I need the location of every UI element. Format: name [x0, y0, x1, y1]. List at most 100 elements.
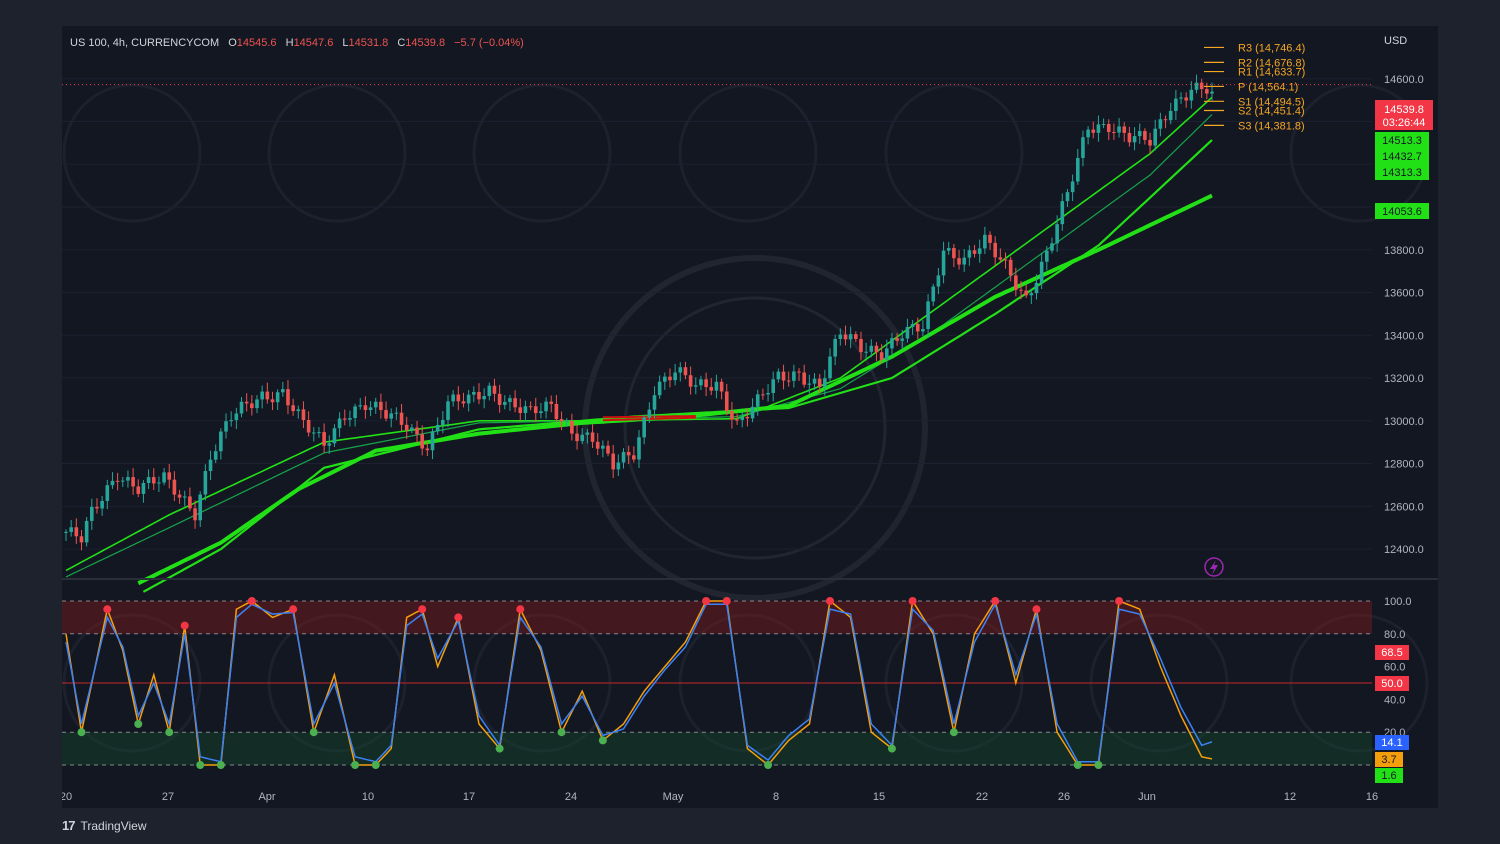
candle-body — [673, 372, 677, 381]
candle — [595, 433, 600, 456]
candle-body — [704, 379, 708, 388]
candle-body — [317, 432, 321, 434]
candle — [337, 412, 342, 438]
price-tick-label: 12600.0 — [1384, 501, 1424, 513]
candle-body — [353, 406, 357, 419]
candle — [1003, 252, 1008, 269]
candle-body — [198, 494, 203, 521]
candle — [1096, 115, 1101, 142]
candle — [652, 386, 657, 419]
candle-body — [1127, 132, 1132, 143]
ma3-badge — [1375, 164, 1429, 180]
candle-body — [136, 486, 141, 494]
cross-dot — [454, 613, 463, 622]
candle-body — [337, 418, 342, 429]
candle-body — [1075, 157, 1080, 182]
lightning-icon[interactable] — [1204, 557, 1224, 577]
candle-body — [890, 338, 894, 349]
candle — [528, 401, 533, 411]
tradingview-logo-icon[interactable]: 17 — [62, 818, 76, 833]
candle — [255, 395, 259, 414]
candle — [441, 411, 445, 434]
candle — [874, 342, 879, 362]
chart-svg[interactable]: R3 (14,746.4) R2 (14,676.8)R1 (14,633.7) P… — [60, 26, 1438, 808]
candle-body — [797, 371, 801, 373]
candle — [363, 396, 368, 419]
candle — [761, 388, 765, 400]
candle-body — [131, 477, 135, 487]
candle — [781, 364, 786, 390]
candles[interactable] — [64, 74, 1214, 551]
price-tick-label: 14600.0 — [1384, 74, 1424, 86]
candle — [859, 331, 863, 361]
candle — [745, 408, 750, 427]
candle — [1163, 115, 1168, 129]
candle — [270, 391, 275, 411]
candle — [1179, 92, 1183, 104]
candle — [797, 368, 801, 382]
time-tick-label: Jun — [1138, 791, 1156, 803]
candle-body — [559, 419, 564, 422]
candle-body — [389, 413, 394, 419]
watermark-small — [62, 83, 1429, 753]
candle-body — [977, 248, 982, 254]
candle — [539, 402, 543, 419]
candle — [786, 371, 791, 387]
candle-body — [301, 409, 306, 420]
candle-body — [745, 416, 750, 419]
footer-brand: TradingView — [80, 818, 147, 833]
ma2-text: 14432.7 — [1382, 151, 1422, 163]
candle — [637, 429, 641, 468]
candle — [1014, 267, 1018, 297]
candle-body — [250, 403, 254, 409]
candle — [611, 444, 615, 479]
time-tick-label: Apr — [258, 791, 275, 803]
candle-body — [224, 421, 228, 432]
candle — [570, 413, 574, 441]
candle — [120, 476, 125, 487]
price-tick-label: 13200.0 — [1384, 373, 1424, 385]
candle — [265, 382, 270, 404]
candle — [895, 333, 899, 346]
candle — [663, 372, 667, 390]
candle — [998, 248, 1003, 263]
stoch-d-text: 14.1 — [1381, 737, 1402, 749]
candle — [601, 440, 605, 458]
candle — [260, 385, 264, 409]
candle-body — [1055, 224, 1059, 244]
candle — [869, 339, 874, 358]
candle-body — [884, 348, 889, 360]
cross-dot — [887, 744, 896, 753]
candle-body — [915, 323, 920, 332]
candle-body — [1014, 275, 1018, 290]
candle-body — [663, 376, 667, 382]
candle — [657, 375, 662, 399]
candle — [884, 339, 889, 368]
candle — [688, 366, 693, 395]
candle — [740, 412, 745, 428]
candle-body — [120, 480, 125, 482]
low-label: L — [342, 37, 348, 49]
candle-body — [425, 448, 430, 451]
candle — [642, 414, 646, 445]
stoch-k-badge — [1375, 645, 1409, 660]
candle-body — [348, 418, 352, 420]
candle — [523, 400, 528, 422]
stoch-e-badge — [1375, 752, 1403, 767]
candle — [900, 329, 905, 350]
candle — [559, 411, 564, 431]
candle — [1168, 102, 1173, 125]
candle — [621, 448, 626, 469]
cross-dot — [103, 605, 112, 614]
candle-body — [461, 401, 466, 404]
cross-dot — [598, 736, 607, 745]
candle-body — [838, 334, 843, 339]
time-axis[interactable]: 20 27 Apr 10 17 24 May 8 15 22 26 Jun 12 16 — [60, 791, 1378, 803]
candle-body — [430, 431, 435, 451]
candle — [430, 428, 435, 460]
candle-body — [792, 371, 796, 381]
candle — [1137, 123, 1142, 144]
candle-body — [817, 378, 822, 387]
candle-body — [724, 391, 729, 411]
